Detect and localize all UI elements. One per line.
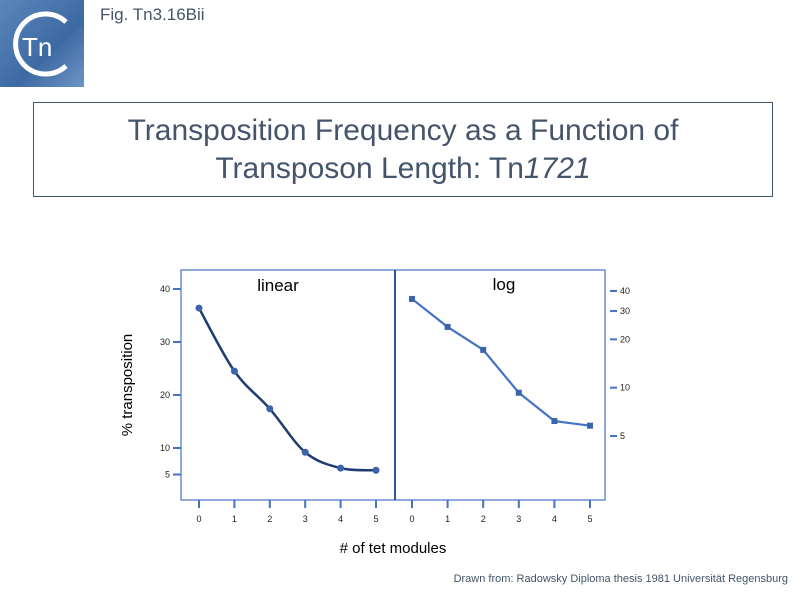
y-axis-label: % transposition: [119, 334, 136, 437]
log-data-point: [515, 389, 522, 396]
log-data-point: [480, 346, 487, 353]
title-line-2: Transposon Length: Tn1721: [34, 150, 772, 188]
tn-logo: Tn: [0, 0, 84, 87]
x-tick-label-right: 1: [445, 514, 450, 524]
x-tick-label-right: 4: [552, 514, 557, 524]
y-tick-label-left: 10: [160, 443, 170, 453]
x-tick-label-left: 2: [267, 514, 272, 524]
linear-data-point: [337, 464, 345, 472]
linear-data-point: [372, 466, 380, 474]
x-tick-label-left: 4: [338, 514, 343, 524]
logo-text: Tn: [22, 32, 52, 62]
y-tick-label-right: 10: [620, 383, 630, 393]
figure-label: Fig. Tn3.16Bii: [100, 5, 205, 24]
log-data-point: [587, 422, 593, 429]
title-line-2-plain: Transposon Length: Tn: [215, 152, 524, 185]
x-tick-label-left: 0: [196, 514, 201, 524]
y-tick-label-right: 30: [620, 306, 630, 316]
log-data-point: [409, 295, 415, 302]
x-axis-label: # of tet modules: [340, 540, 447, 557]
linear-data-point: [195, 304, 203, 312]
linear-series-line: [197, 307, 377, 472]
title-box: Transposition Frequency as a Function of…: [33, 102, 773, 197]
title-line-2-italic: 1721: [523, 152, 591, 185]
title-line-1: Transposition Frequency as a Function of: [127, 114, 679, 147]
linear-data-point: [230, 367, 238, 375]
logo-graphic: Tn: [13, 11, 68, 77]
x-tick-label-left: 1: [232, 514, 237, 524]
panel-label-log: log: [493, 275, 516, 294]
x-tick-label-right: 3: [516, 514, 521, 524]
y-tick-label-left: 40: [160, 284, 170, 294]
y-tick-label-right: 5: [620, 431, 625, 441]
x-tick-label-right: 5: [587, 514, 592, 524]
y-tick-label-left: 5: [165, 470, 170, 480]
plot-frame: [180, 269, 606, 501]
panel-label-linear: linear: [257, 276, 299, 295]
linear-data-point: [266, 405, 274, 413]
y-tick-label-right: 20: [620, 334, 630, 344]
log-data-point: [551, 418, 558, 425]
log-series-line: [411, 298, 591, 427]
source-note: Drawn from: Radowsky Diploma thesis 1981…: [453, 573, 788, 585]
x-tick-label-left: 3: [303, 514, 308, 524]
x-tick-label-right: 0: [409, 514, 414, 524]
y-tick-label-left: 30: [160, 337, 170, 347]
log-data-point: [444, 323, 451, 330]
x-tick-label-left: 5: [373, 514, 378, 524]
x-tick-label-right: 2: [481, 514, 486, 524]
y-tick-label-left: 20: [160, 390, 170, 400]
linear-data-point: [301, 448, 309, 456]
y-tick-label-right: 40: [620, 286, 630, 296]
